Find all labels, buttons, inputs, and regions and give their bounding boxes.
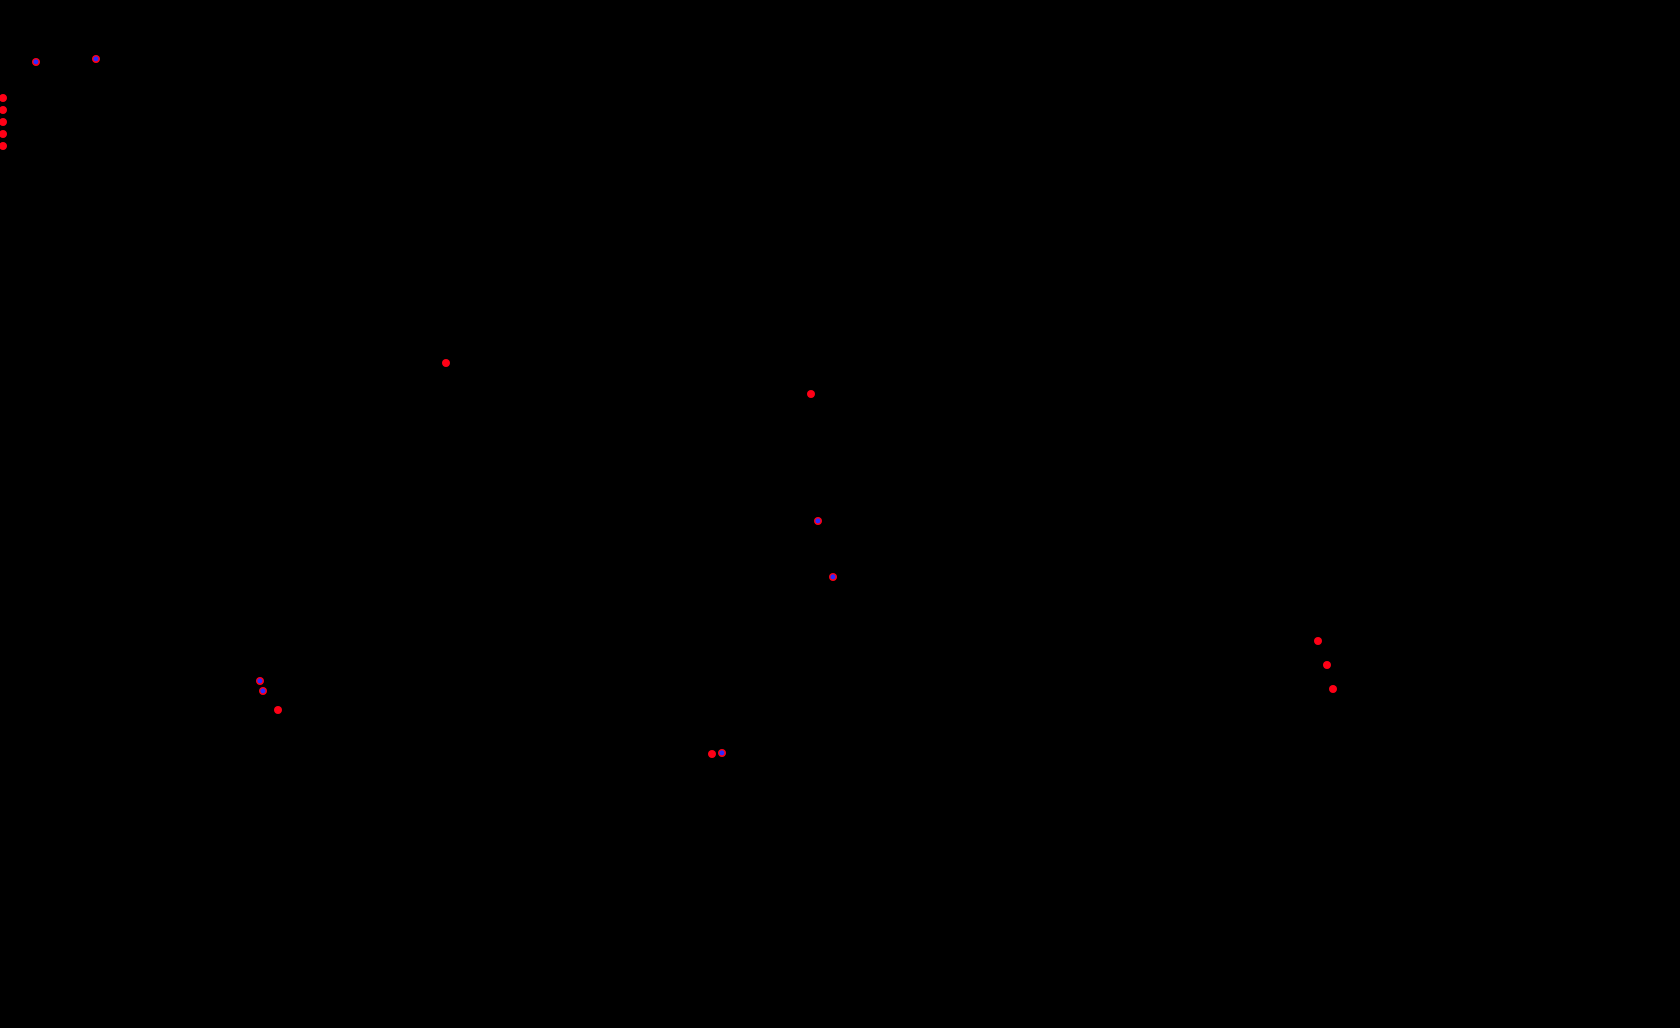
point-red_back <box>1323 661 1331 669</box>
point-red_back <box>442 359 450 367</box>
point-red_back <box>0 118 7 126</box>
point-red_back <box>0 130 7 138</box>
point-red_back <box>0 106 7 114</box>
point-red_back <box>1314 637 1322 645</box>
scatter-plot <box>0 0 1680 1028</box>
point-red_back <box>0 142 7 150</box>
point-red_back <box>274 706 282 714</box>
point-red_back <box>1329 685 1337 693</box>
point-red_back <box>807 390 815 398</box>
point-red_back <box>708 750 716 758</box>
point-red_back <box>0 94 7 102</box>
